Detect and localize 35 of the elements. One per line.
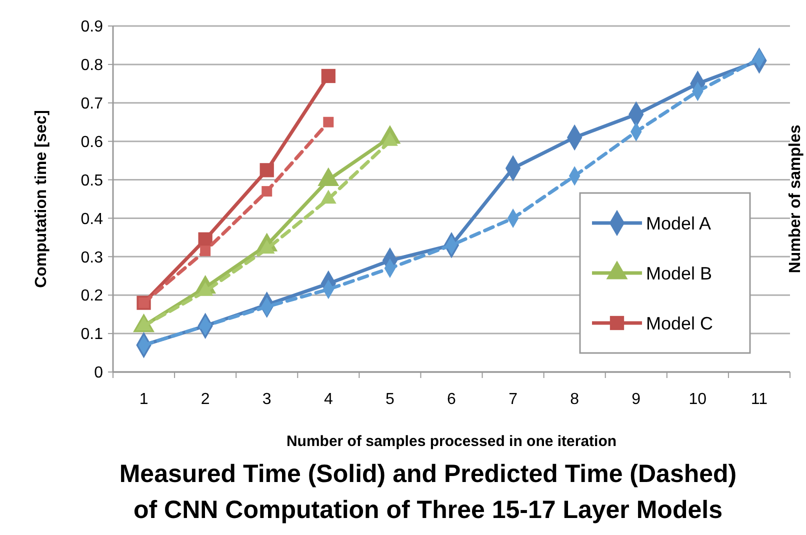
y-tick-label: 0.2 [80, 288, 104, 305]
y-tick-label: 0.4 [80, 210, 104, 228]
x-tick-label: 11 [750, 391, 768, 408]
x-tick-label: 10 [688, 391, 707, 408]
x-tick-label: 9 [632, 391, 641, 408]
text: Measured Time (Solid) and Predicted Time (Dashed) [119, 460, 737, 488]
point [262, 186, 272, 197]
y-tick-label: 0.3 [80, 249, 104, 266]
point [260, 163, 274, 178]
legend-label: Model A [646, 213, 712, 234]
point [323, 116, 334, 128]
x-axis-title: Number of samples processed in one iteration [286, 433, 617, 450]
x-tick-label: 4 [324, 391, 333, 408]
y-tick-label: 0 [94, 364, 104, 382]
point [321, 68, 336, 84]
legend-label: Model C [646, 313, 714, 334]
y-tick-label: 0.9 [80, 18, 104, 36]
x-tick-label: 3 [262, 391, 272, 408]
y-tick-label: 0.5 [80, 172, 104, 190]
y-tick-label: 0.8 [80, 57, 104, 74]
y-tick-label: 0.6 [80, 134, 104, 151]
point [200, 246, 211, 256]
x-tick-label: 1 [139, 391, 148, 408]
y2-axis-title: Number of samples [787, 124, 804, 274]
point [198, 232, 212, 246]
x-tick-label: 5 [386, 391, 394, 408]
text: of CNN Computation of Three 15-17 Layer Models [134, 496, 722, 524]
y-tick-label: 0.1 [80, 326, 104, 344]
legend-label: Model B [646, 263, 712, 284]
x-tick-label: 7 [508, 391, 518, 408]
x-tick-label: 2 [200, 391, 210, 408]
x-tick-label: 6 [447, 391, 456, 408]
x-tick-label: 8 [570, 391, 580, 408]
y-tick-label: 0.7 [80, 95, 104, 112]
y-axis-title: Computation time [sec] [33, 110, 50, 288]
